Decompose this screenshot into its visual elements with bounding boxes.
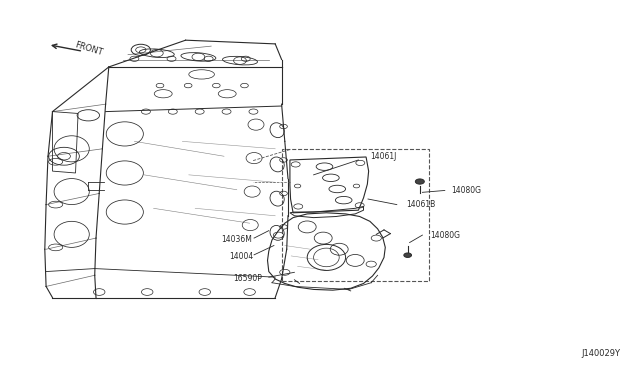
Text: FRONT: FRONT bbox=[74, 40, 104, 57]
Text: 14080G: 14080G bbox=[451, 186, 481, 195]
Bar bbox=[282, 149, 429, 281]
Text: 14080G: 14080G bbox=[430, 231, 460, 240]
Circle shape bbox=[415, 179, 424, 184]
Text: 16590P: 16590P bbox=[234, 274, 262, 283]
Text: 14061J: 14061J bbox=[370, 153, 396, 161]
Circle shape bbox=[404, 253, 412, 257]
Text: 14036M: 14036M bbox=[221, 235, 252, 244]
Text: 14004: 14004 bbox=[229, 252, 253, 261]
Text: 14061B: 14061B bbox=[406, 200, 436, 209]
Text: J140029Y: J140029Y bbox=[582, 349, 621, 358]
